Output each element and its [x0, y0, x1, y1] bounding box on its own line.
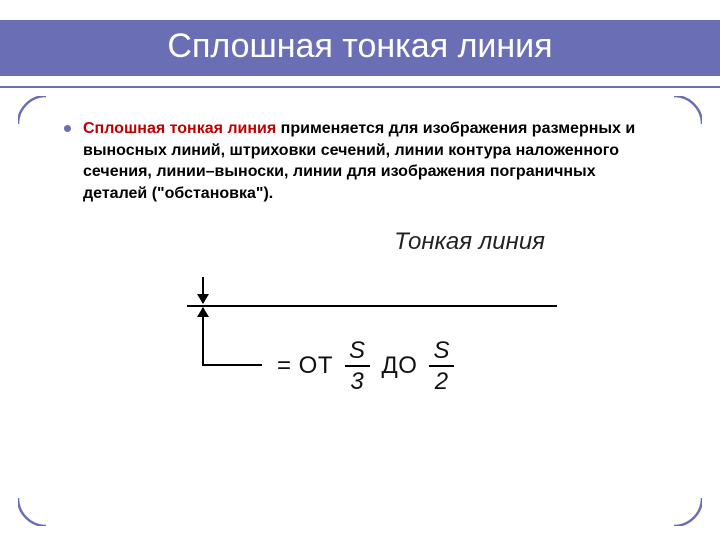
formula-middle: ДО [382, 352, 418, 380]
thickness-formula: = ОТ S 3 ДО S 2 [277, 338, 454, 394]
arrow-up-icon [202, 308, 204, 364]
title-band: Сплошная тонкая линия [0, 14, 720, 82]
diagram: Тонкая линия = ОТ S 3 ДО S 2 [145, 228, 575, 458]
corner-top-left [18, 96, 46, 124]
slide-title: Сплошная тонкая линия [167, 27, 552, 66]
slide: Сплошная тонкая линия Сплошная тонкая ли… [0, 0, 720, 540]
thin-line-sample [187, 305, 557, 307]
body-paragraph: Сплошная тонкая линия применяется для из… [64, 118, 664, 204]
frac1-den: 3 [346, 369, 368, 394]
frac1-bar [345, 365, 370, 367]
diagram-label: Тонкая линия [394, 228, 545, 256]
bullet-text: Сплошная тонкая линия применяется для из… [83, 118, 664, 204]
fraction-2: S 2 [429, 338, 454, 394]
corner-bottom-right [674, 498, 702, 526]
title-underline [0, 86, 720, 88]
frac2-den: 2 [431, 369, 453, 394]
corner-top-right [674, 96, 702, 124]
corner-bottom-left [18, 498, 46, 526]
fraction-1: S 3 [345, 338, 370, 394]
arrow-down-icon [202, 277, 204, 303]
leader-line [202, 364, 262, 366]
frac2-num: S [429, 338, 454, 363]
frac1-num: S [345, 338, 370, 363]
bullet-icon [64, 125, 71, 132]
highlight-term: Сплошная тонкая линия [83, 120, 276, 137]
frac2-bar [429, 365, 454, 367]
formula-prefix: = ОТ [277, 352, 333, 380]
